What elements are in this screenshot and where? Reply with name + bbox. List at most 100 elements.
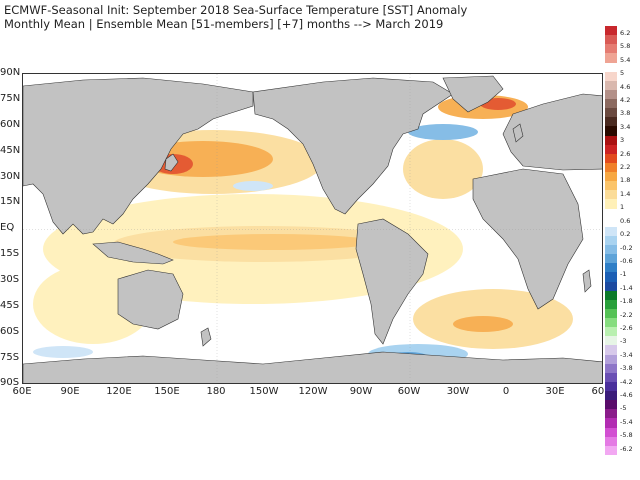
lon-label-120w: 120W — [298, 386, 328, 397]
colorbar-swatch — [605, 409, 617, 419]
lat-label-90n: 90N — [0, 67, 21, 78]
colorbar-tick-label: 6.2 — [620, 29, 631, 37]
lon-label-90e: 90E — [60, 386, 80, 397]
lat-label-eq: EQ — [0, 222, 15, 233]
lon-label-60w: 60W — [397, 386, 421, 397]
colorbar-tick-label: 1.4 — [620, 189, 631, 198]
colorbar-swatch — [605, 26, 617, 36]
colorbar-tick-label: -2.2 — [620, 310, 633, 319]
colorbar-swatch — [605, 99, 617, 109]
colorbar-swatch — [605, 162, 617, 173]
colorbar-swatch — [605, 354, 617, 365]
lon-label-150e: 150E — [154, 386, 180, 397]
madagascar-landmass — [582, 269, 592, 293]
south-america-landmass — [355, 218, 429, 345]
colorbar-swatch — [605, 308, 617, 319]
chart-title-line-1: ECMWF-Seasonal Init: September 2018 Sea-… — [4, 3, 468, 17]
colorbar-swatch — [605, 153, 617, 164]
lat-label-90s: 90S — [0, 377, 20, 388]
colorbar-swatch — [605, 381, 617, 392]
colorbar-swatch — [605, 135, 617, 146]
colorbar-tick-label: 3.8 — [620, 109, 631, 118]
chart-title-line-2: Monthly Mean | Ensemble Mean [51-members… — [4, 17, 444, 31]
north-america-landmass — [252, 77, 454, 215]
colorbar-tick-label: -6.2 — [620, 444, 633, 453]
colorbar-swatch — [605, 318, 617, 328]
colorbar-tick-label: 5.8 — [620, 42, 631, 51]
colorbar-swatch — [605, 235, 617, 246]
colorbar-swatch — [605, 117, 617, 127]
indonesia-landmass — [92, 241, 174, 265]
colorbar-swatch — [605, 336, 617, 346]
colorbar-tick-label: 0.2 — [620, 230, 631, 239]
lat-label-30s: 30S — [0, 274, 20, 285]
colorbar-tick-label: -1.4 — [620, 283, 633, 292]
lat-label-60s: 60S — [0, 326, 20, 337]
colorbar-swatch — [605, 53, 617, 63]
colorbar-tick-label: -4.2 — [620, 377, 633, 386]
lon-label-180: 180 — [206, 386, 226, 397]
graticule — [23, 74, 602, 383]
land-layer — [23, 75, 602, 383]
colorbar-tick-label: -1.8 — [620, 297, 633, 306]
sst-anomaly-map — [22, 73, 603, 384]
colorbar-tick-label: 2.2 — [620, 163, 631, 172]
colorbar-swatch — [605, 172, 617, 182]
colorbar-swatch — [605, 327, 617, 337]
new-zealand-landmass — [200, 327, 212, 347]
colorbar-tick-label: 3.4 — [620, 122, 631, 131]
map-canvas — [23, 74, 602, 383]
lat-label-45s: 45S — [0, 300, 20, 311]
colorbar-tick-label: 1.8 — [620, 176, 631, 185]
colorbar-tick-label: 1 — [620, 203, 625, 212]
colorbar-swatch — [605, 199, 617, 210]
europe-landmass — [502, 93, 602, 171]
colorbar-swatch — [605, 400, 617, 410]
colorbar-tick-label: -5.4 — [620, 417, 633, 426]
colorbar-tick-label: -5 — [620, 404, 627, 413]
colorbar-swatch — [605, 217, 617, 228]
colorbar-tick-label: -4.6 — [620, 390, 633, 399]
lon-label-90w: 90W — [349, 386, 373, 397]
colorbar-tick-label: -0.2 — [620, 243, 633, 252]
colorbar-swatch — [605, 80, 617, 91]
colorbar-swatch — [605, 254, 617, 264]
colorbar-swatch — [605, 108, 617, 118]
lat-label-15n: 15N — [0, 196, 21, 207]
colorbar-swatch — [605, 71, 617, 82]
colorbar-swatch — [605, 245, 617, 255]
colorbar-tick-label: 4.2 — [620, 96, 631, 105]
colorbar-swatch — [605, 226, 617, 237]
lat-label-75s: 75S — [0, 352, 20, 363]
lon-label-30e: 30E — [545, 386, 565, 397]
colorbar-tick-label: -3.8 — [620, 364, 633, 373]
greenland-landmass — [442, 75, 504, 113]
colorbar-swatch — [605, 372, 617, 383]
lon-label-120e: 120E — [106, 386, 132, 397]
colorbar-swatch — [605, 89, 617, 100]
colorbar-tick-label: -3.4 — [620, 350, 633, 359]
colorbar-tick-label: -1 — [620, 270, 627, 279]
colorbar-swatch — [605, 345, 617, 356]
lon-label-60e-east: 60E — [591, 386, 611, 397]
lat-label-60n: 60N — [0, 119, 21, 130]
colorbar-swatch — [605, 272, 617, 283]
colorbar-swatch — [605, 391, 617, 401]
colorbar-swatch — [605, 44, 617, 54]
colorbar-tick-label: 3 — [620, 136, 625, 145]
colorbar-swatch — [605, 290, 617, 301]
lat-label-75n: 75N — [0, 93, 21, 104]
colorbar — [605, 26, 617, 456]
colorbar-swatch — [605, 190, 617, 200]
colorbar-swatch — [605, 181, 617, 191]
lon-label-30w: 30W — [446, 386, 470, 397]
colorbar-swatch — [605, 126, 617, 137]
colorbar-swatch — [605, 363, 617, 374]
colorbar-tick-label: -5.8 — [620, 431, 633, 440]
colorbar-tick-label: 5.4 — [620, 55, 631, 64]
colorbar-swatch — [605, 436, 617, 447]
colorbar-swatch — [605, 35, 617, 45]
colorbar-swatch — [605, 263, 617, 273]
chart-title-block: ECMWF-Seasonal Init: September 2018 Sea-… — [4, 3, 467, 31]
japan-landmass — [164, 153, 179, 172]
